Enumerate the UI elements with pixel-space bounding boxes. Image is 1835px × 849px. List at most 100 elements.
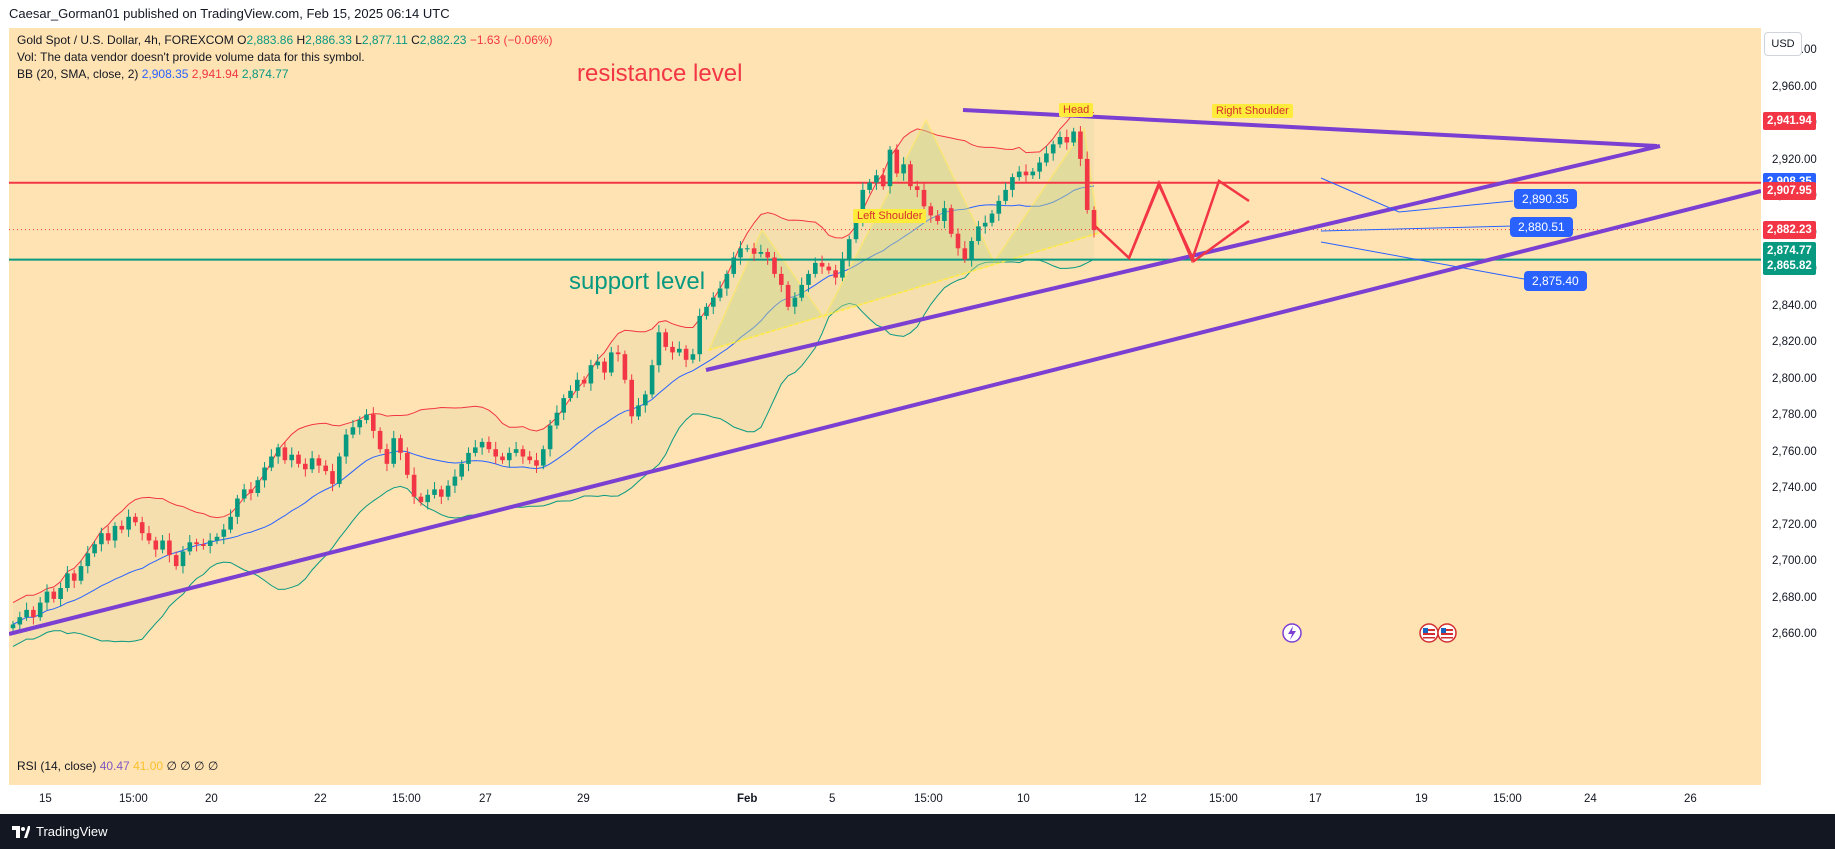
currency-button[interactable]: USD xyxy=(1764,32,1802,56)
event-flash-icon[interactable] xyxy=(1281,622,1307,644)
candle-body xyxy=(745,248,750,250)
candle-body xyxy=(772,257,777,274)
candle xyxy=(384,443,390,472)
time-tick: 15:00 xyxy=(1493,793,1522,805)
candle-body xyxy=(581,379,587,384)
left-shoulder-label[interactable]: Left Shoulder xyxy=(853,209,927,223)
resistance-annotation[interactable]: resistance level xyxy=(577,60,743,87)
time-tick: 26 xyxy=(1684,793,1697,805)
candle-body xyxy=(976,226,981,241)
candle xyxy=(493,441,498,464)
candle xyxy=(473,440,478,457)
target-label-3[interactable]: 2,875.40 xyxy=(1524,271,1587,291)
us-flag-events-icon[interactable] xyxy=(1418,622,1462,644)
candle-body xyxy=(153,540,159,550)
candle xyxy=(146,525,152,545)
candle xyxy=(806,270,811,293)
target-label-2[interactable]: 2,880.51 xyxy=(1510,217,1573,237)
symbol-title[interactable]: Gold Spot / U.S. Dollar, 4h, FOREXCOM xyxy=(17,33,234,47)
candle-body xyxy=(717,288,723,298)
chart-pane[interactable]: Gold Spot / U.S. Dollar, 4h, FOREXCOM O2… xyxy=(9,28,1761,813)
candle xyxy=(105,525,111,545)
candle xyxy=(17,611,23,632)
symbol-line: Gold Spot / U.S. Dollar, 4h, FOREXCOM O2… xyxy=(17,32,553,49)
candle xyxy=(160,535,165,554)
candle xyxy=(772,251,777,278)
target-label-1[interactable]: 2,890.35 xyxy=(1514,189,1577,209)
candle xyxy=(309,451,315,473)
candle-body xyxy=(92,544,97,554)
candle-body xyxy=(337,456,342,484)
chart-legend: Gold Spot / U.S. Dollar, 4h, FOREXCOM O2… xyxy=(17,32,553,83)
candle-body xyxy=(357,420,362,428)
candle-body xyxy=(269,456,274,468)
time-tick: 29 xyxy=(577,793,590,805)
candle xyxy=(1044,146,1049,167)
candle xyxy=(670,341,675,360)
candle-body xyxy=(595,361,600,366)
candle xyxy=(201,538,206,550)
candle xyxy=(541,445,546,470)
candle-body xyxy=(561,398,566,413)
volume-note: Vol: The data vendor doesn't provide vol… xyxy=(17,50,365,64)
candle-body xyxy=(935,215,940,221)
candle-body xyxy=(194,542,199,545)
candle xyxy=(738,241,743,265)
candle-body xyxy=(1078,131,1083,159)
candle-body xyxy=(894,149,900,174)
candle xyxy=(180,545,186,574)
candle xyxy=(561,394,566,420)
support-annotation[interactable]: support level xyxy=(569,268,706,295)
candle-body xyxy=(649,365,655,395)
candle xyxy=(962,241,968,263)
candle-body xyxy=(425,494,430,503)
candle-body xyxy=(751,248,757,254)
candle xyxy=(527,451,532,464)
candle-body xyxy=(921,189,927,207)
candle xyxy=(588,359,594,391)
time-tick: Feb xyxy=(737,793,758,805)
candle-body xyxy=(942,208,947,221)
candle-body xyxy=(507,452,512,461)
candle-body xyxy=(44,591,50,603)
time-tick: 10 xyxy=(1017,793,1030,805)
candle-body xyxy=(874,175,879,183)
tradingview-logo[interactable]: TradingView xyxy=(12,824,108,839)
close-label: C xyxy=(411,33,420,47)
candle xyxy=(534,452,539,473)
candle xyxy=(840,251,845,282)
candle-body xyxy=(58,588,63,599)
price-plot[interactable] xyxy=(9,28,1761,785)
head-label[interactable]: Head xyxy=(1059,103,1094,117)
bb-title[interactable]: BB (20, SMA, close, 2) xyxy=(17,67,139,81)
candle xyxy=(248,482,254,501)
candle-body xyxy=(826,266,832,271)
candle xyxy=(724,270,730,296)
price-axis[interactable]: 2,660.00 2,680.00 2,700.00 2,720.00 2,740.00… xyxy=(1761,28,1835,814)
candle-body xyxy=(656,332,662,366)
rsi-title[interactable]: RSI (14, close) xyxy=(17,759,97,773)
candle-body xyxy=(24,609,29,618)
candle xyxy=(1084,151,1090,214)
candle xyxy=(275,443,281,464)
candle-body xyxy=(785,284,791,307)
candle-body xyxy=(928,206,934,216)
candle xyxy=(112,522,118,548)
candle-body xyxy=(711,297,716,307)
candle xyxy=(153,536,159,557)
candle xyxy=(1064,129,1070,150)
candle xyxy=(133,513,138,526)
price-tick: 2,800.00 xyxy=(1772,372,1817,385)
candle-body xyxy=(534,460,539,466)
candle xyxy=(71,569,77,588)
candle-body xyxy=(432,489,437,495)
candle xyxy=(405,447,410,479)
right-shoulder-label[interactable]: Right Shoulder xyxy=(1212,104,1293,118)
candle xyxy=(1003,182,1008,205)
candle-body xyxy=(636,405,641,417)
candle-body xyxy=(350,427,356,435)
candle xyxy=(37,597,43,621)
candle xyxy=(792,292,798,315)
time-axis[interactable]: 15 15:00 20 22 15:00 27 29 Feb 5 15:00 10 12 15:00 17… xyxy=(9,785,1761,814)
candle-body xyxy=(846,239,852,260)
